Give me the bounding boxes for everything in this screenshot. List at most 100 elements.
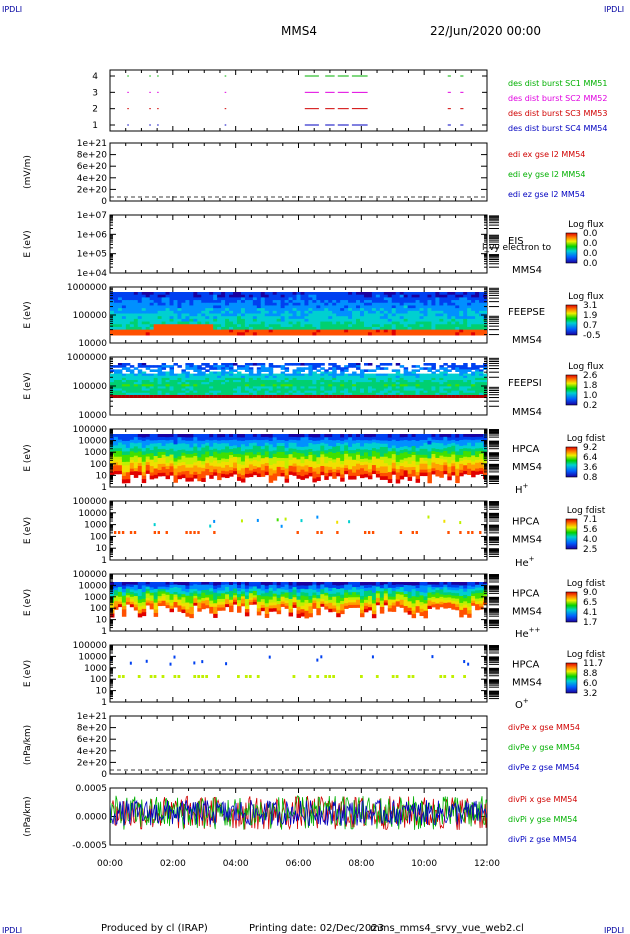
heat-cell	[244, 294, 250, 298]
heat-cell	[371, 392, 377, 396]
heat-cell	[371, 439, 377, 443]
heat-cell	[129, 382, 135, 385]
heat-cell	[352, 300, 357, 304]
heat-cell	[375, 392, 381, 396]
heat-cell	[467, 457, 472, 461]
heat-cell	[260, 446, 266, 450]
heat-cell	[129, 292, 135, 296]
heat-cell	[479, 371, 484, 375]
heat-cell	[348, 475, 353, 480]
heat-cell	[471, 371, 476, 375]
heat-cell	[193, 300, 198, 304]
heat-cell	[356, 310, 361, 314]
heat-cell	[256, 449, 262, 453]
legend-entry: des dist burst SC2 MM52	[508, 94, 607, 103]
heat-cell	[141, 292, 147, 296]
heat-cell	[217, 329, 222, 333]
heat-cell	[236, 392, 242, 396]
heat-cell	[459, 382, 464, 385]
heat-cell	[137, 373, 143, 377]
heat-cell	[173, 302, 178, 306]
heat-cell	[475, 297, 480, 301]
heat-cell	[229, 363, 234, 366]
heat-cell	[272, 313, 278, 317]
heat-cell	[229, 302, 234, 306]
heat-cell	[181, 474, 186, 479]
heat-cell	[435, 448, 440, 453]
heat-cell	[363, 305, 369, 309]
heat-cell	[229, 369, 234, 372]
heat-cell	[276, 388, 282, 392]
heat-cell	[411, 329, 417, 333]
heat-cell	[479, 392, 484, 396]
heat-cell	[161, 442, 167, 447]
heat-cell	[284, 382, 290, 385]
heat-cell	[479, 326, 484, 331]
heat-cell	[328, 395, 333, 398]
heat-cell	[387, 472, 393, 477]
heat-cell	[455, 305, 460, 309]
heat-cell	[312, 367, 317, 370]
heat-cell	[403, 321, 409, 325]
heat-cell	[121, 380, 127, 383]
heat-cell	[280, 469, 286, 474]
heat-cell	[217, 453, 222, 458]
heat-cell	[451, 294, 456, 298]
heat-cell	[419, 297, 425, 301]
heat-cell	[300, 395, 305, 398]
heat-cell	[415, 316, 421, 320]
heat-cell	[451, 292, 456, 296]
heat-cell	[415, 380, 421, 383]
heat-cell	[304, 332, 309, 336]
heat-cell	[221, 434, 226, 438]
heat-cell	[280, 371, 286, 375]
heat-cell	[173, 332, 178, 336]
heat-cell	[367, 377, 373, 381]
heat-cell	[236, 437, 242, 442]
heat-cell	[185, 457, 190, 462]
heat-cell	[248, 388, 254, 392]
heat-cell	[260, 388, 266, 392]
heat-cell	[447, 469, 452, 474]
heat-cell	[328, 294, 333, 298]
heat-cell	[463, 388, 468, 392]
heat-cell	[137, 313, 143, 317]
heat-cell	[439, 384, 444, 387]
heat-cell	[209, 305, 214, 309]
heat-cell	[169, 451, 174, 456]
heat-cell	[427, 324, 432, 328]
heat-cell	[340, 457, 345, 462]
heat-cell	[248, 392, 254, 396]
heat-cell	[328, 445, 333, 450]
heat-cell	[185, 390, 190, 394]
heat-cell	[479, 300, 484, 304]
heat-cell	[467, 326, 472, 331]
heat-cell	[189, 367, 194, 370]
heat-cell	[177, 384, 182, 387]
heat-cell	[161, 305, 167, 309]
heat-cell	[121, 373, 127, 377]
heat-cell	[443, 377, 448, 381]
heat-cell	[161, 321, 167, 325]
heat-cell	[221, 318, 226, 323]
heat-cell	[225, 292, 230, 296]
heat-cell	[308, 377, 313, 381]
heat-cell	[129, 454, 135, 458]
heat-cell	[455, 292, 460, 296]
y-axis-label-hpca-h: E (eV)	[23, 444, 33, 471]
heat-cell	[356, 305, 361, 309]
heat-cell	[117, 300, 123, 304]
heat-cell	[451, 297, 456, 301]
heat-cell	[459, 457, 464, 462]
heat-cell	[467, 332, 472, 336]
heat-cell	[125, 382, 131, 385]
heat-cell	[375, 452, 381, 457]
heat-cell	[463, 365, 468, 368]
heat-cell	[447, 392, 452, 396]
heat-cell	[423, 305, 428, 309]
heat-cell	[244, 464, 250, 469]
heat-cell	[340, 371, 345, 375]
heat-cell	[113, 318, 119, 323]
heat-cell	[467, 386, 472, 389]
